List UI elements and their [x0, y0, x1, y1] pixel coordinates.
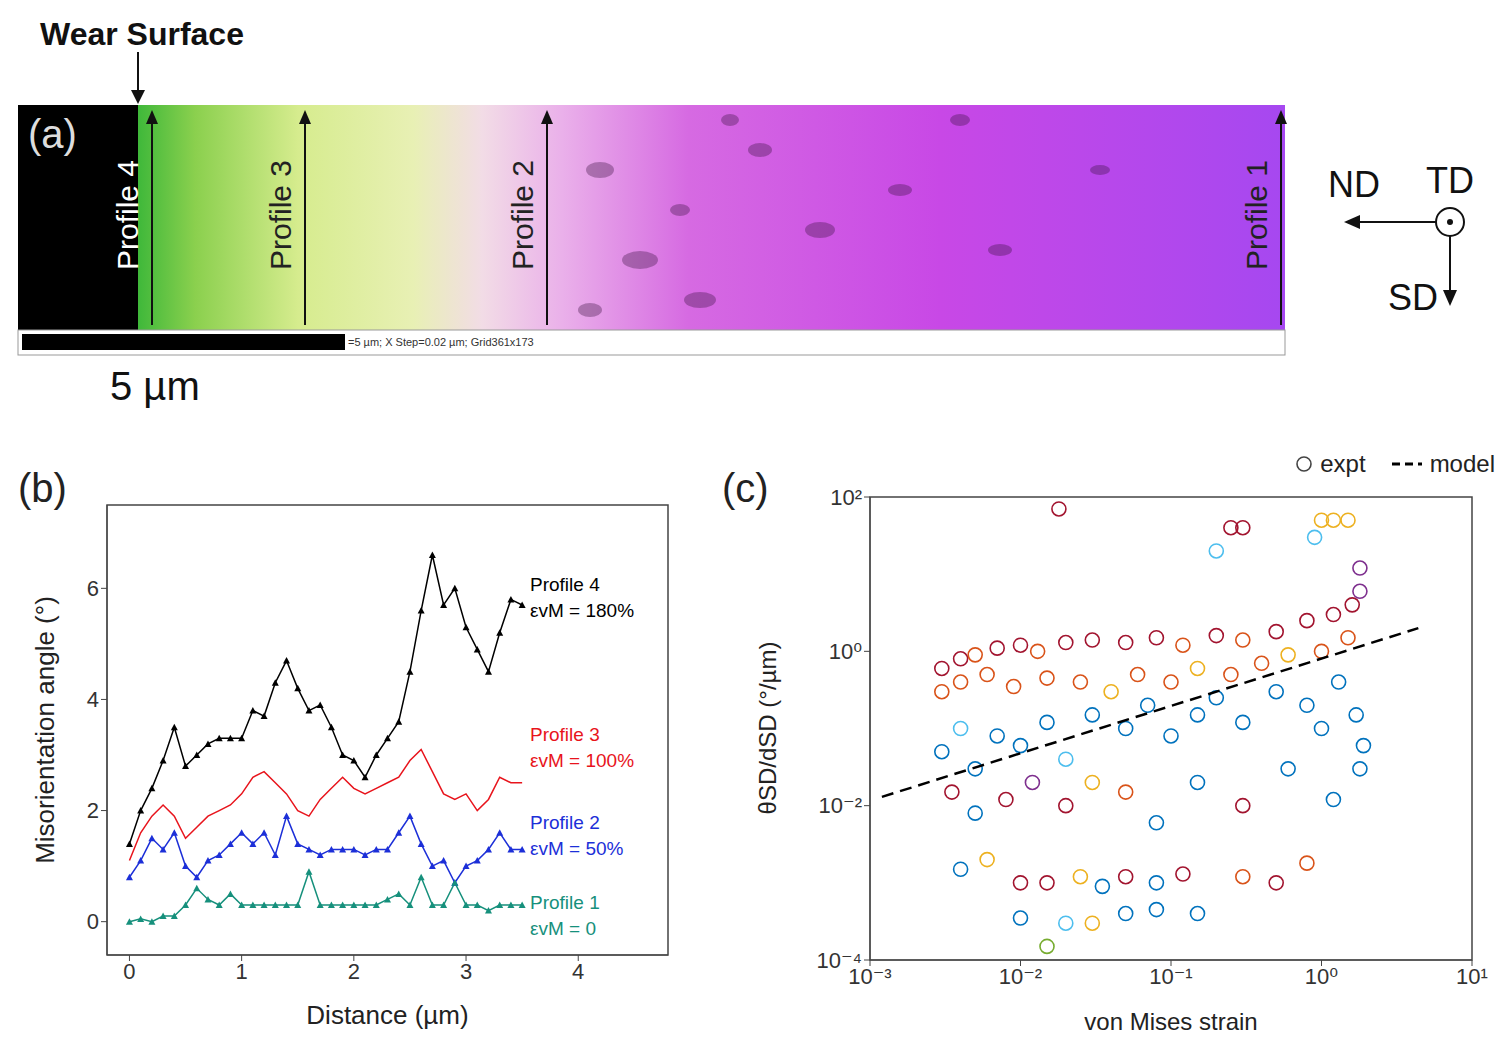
html-text:Profile 3: Profile 3: [530, 724, 600, 745]
svg-text:Profile 4: Profile 4: [111, 160, 144, 270]
html-text:model: model: [1429, 450, 1495, 477]
html-text:von Mises strain: von Mises strain: [1084, 1008, 1258, 1035]
html-text:εvM = 50%: εvM = 50%: [530, 838, 624, 859]
svg-text:=5 µm; X Step=0.02 µm; Grid361: =5 µm; X Step=0.02 µm; Grid361x173: [348, 336, 534, 348]
svg-text:SD: SD: [1388, 277, 1438, 318]
svg-text:4: 4: [87, 687, 99, 712]
svg-text:(a): (a): [28, 112, 77, 156]
svg-text:4: 4: [572, 959, 584, 984]
svg-text:Wear Surface: Wear Surface: [40, 16, 244, 52]
svg-text:0: 0: [87, 909, 99, 934]
svg-text:0: 0: [123, 959, 135, 984]
html-text:Misorientation angle (°): Misorientation angle (°): [30, 596, 60, 864]
svg-text:Profile 2: Profile 2: [506, 160, 539, 270]
html-text:expt: expt: [1320, 450, 1366, 477]
svg-text:Profile 1: Profile 1: [1240, 160, 1273, 270]
svg-text:TD: TD: [1426, 160, 1474, 201]
svg-text:6: 6: [87, 576, 99, 601]
html-text:εvM = 0: εvM = 0: [530, 918, 596, 939]
svg-text:10⁻³: 10⁻³: [848, 963, 892, 989]
svg-text:5 µm: 5 µm: [110, 364, 200, 408]
html-text:(b): (b): [18, 466, 67, 510]
svg-text:2: 2: [87, 798, 99, 823]
html-text:θSD/dSD (°/µm): θSD/dSD (°/µm): [754, 641, 781, 815]
svg-text:10⁻²: 10⁻²: [999, 964, 1042, 989]
svg-text:10⁰: 10⁰: [1305, 964, 1338, 989]
html-text:Profile 2: Profile 2: [530, 812, 600, 833]
svg-text:1: 1: [236, 959, 248, 984]
svg-text:3: 3: [460, 959, 472, 984]
svg-text:10⁰: 10⁰: [829, 639, 862, 664]
svg-text:10⁻⁴: 10⁻⁴: [816, 948, 862, 973]
html-text:Profile 1: Profile 1: [530, 892, 600, 913]
html-text:(c): (c): [722, 466, 769, 510]
svg-text:10⁻¹: 10⁻¹: [1149, 964, 1192, 989]
html-text:Profile 4: Profile 4: [530, 574, 600, 595]
svg-text:ND: ND: [1328, 164, 1380, 205]
svg-text:10²: 10²: [830, 485, 862, 510]
html-text:εvM = 180%: εvM = 180%: [530, 600, 634, 621]
svg-text:10⁻²: 10⁻²: [819, 793, 862, 818]
svg-text:2: 2: [348, 959, 360, 984]
svg-text:10¹: 10¹: [1456, 964, 1488, 989]
html-text:Distance (µm): Distance (µm): [306, 1000, 469, 1030]
svg-text:Profile 3: Profile 3: [264, 160, 297, 270]
html-text:εvM = 100%: εvM = 100%: [530, 750, 634, 771]
